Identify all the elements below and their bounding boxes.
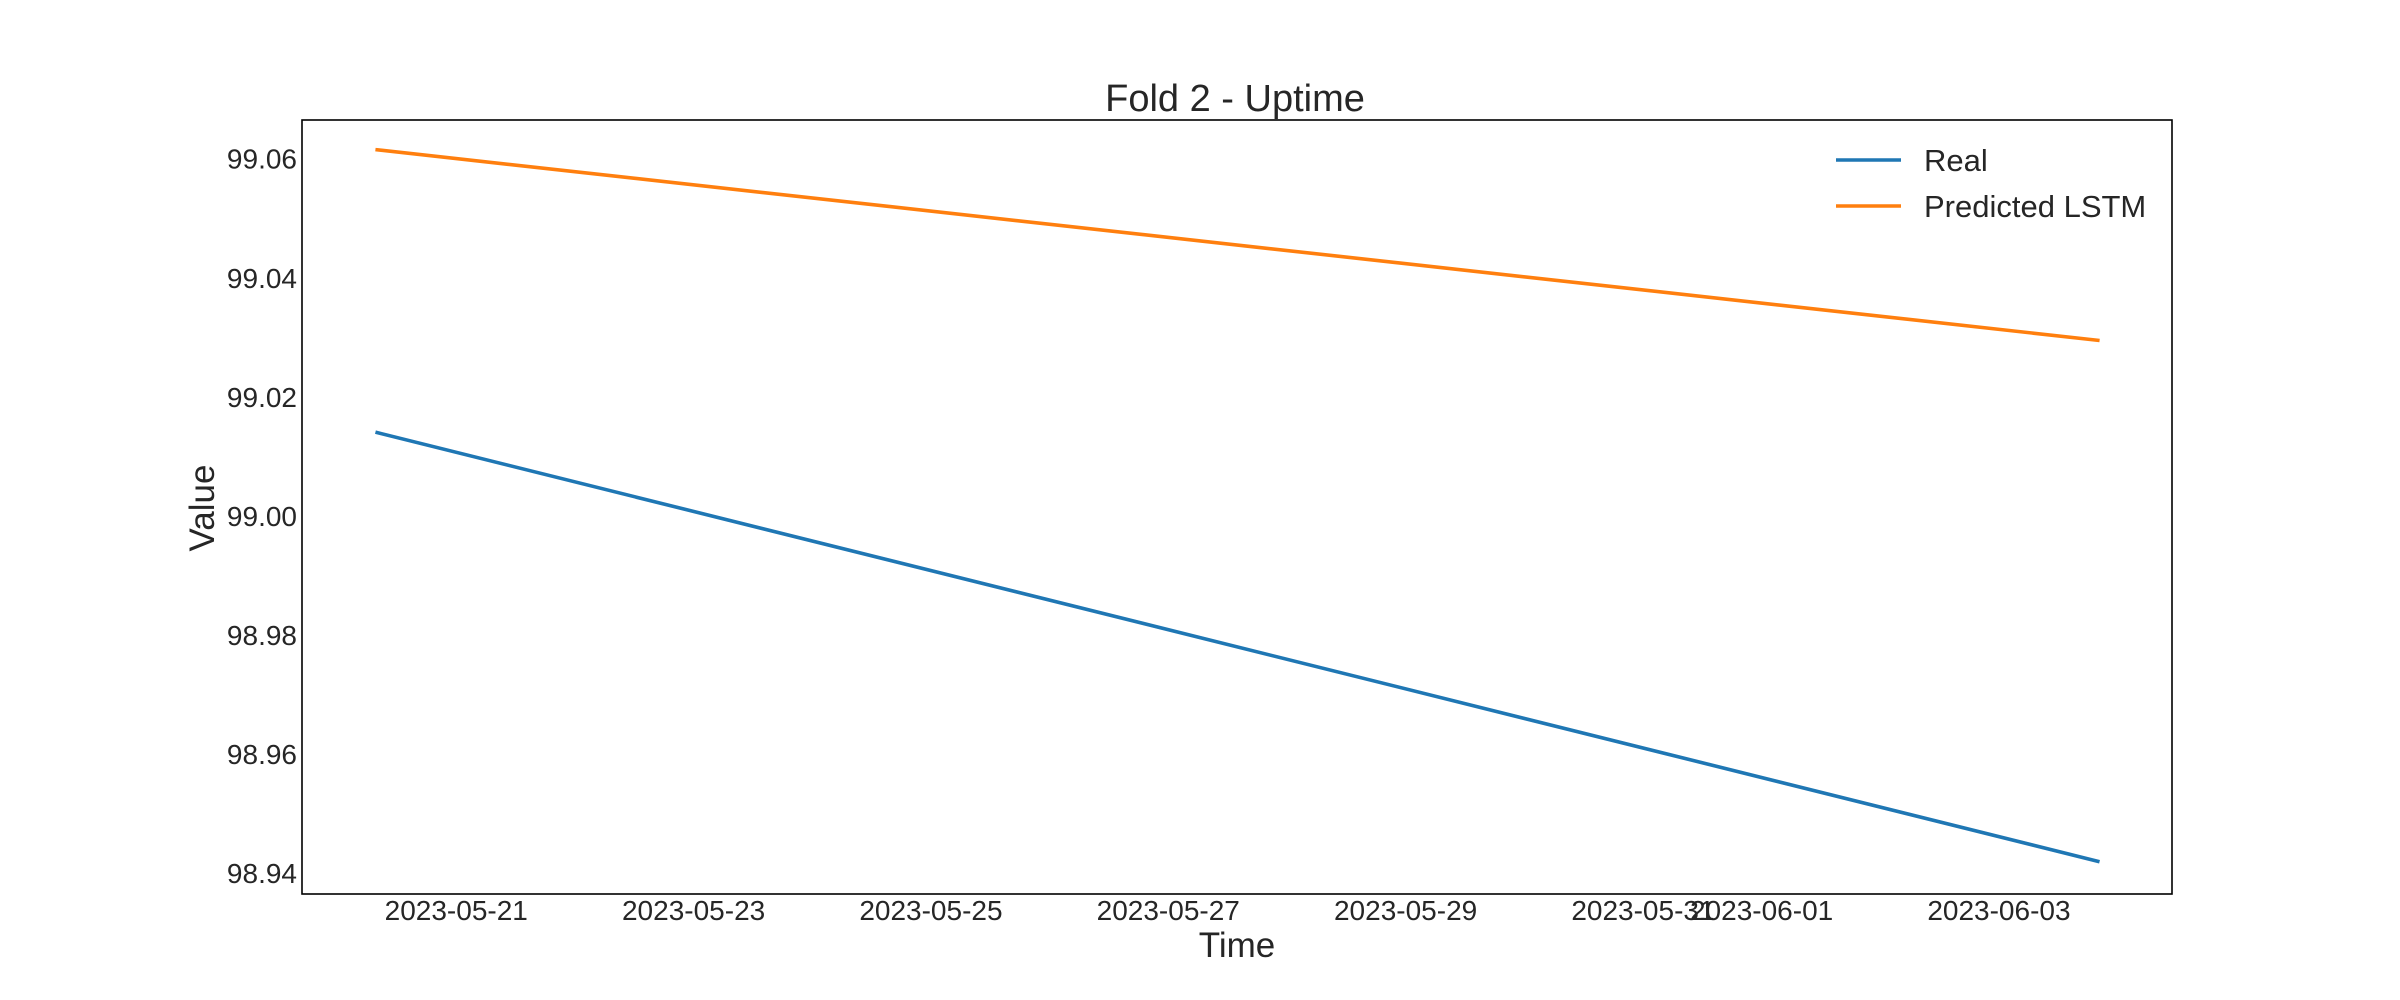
- y-tick-label: 98.96: [227, 739, 297, 770]
- series-line-real: [375, 430, 2100, 864]
- y-axis-ticks: 98.94 98.96 98.98 99.00 99.02 99.04 99.06: [227, 144, 297, 889]
- y-tick-label: 98.94: [227, 858, 297, 889]
- series-lines: [375, 147, 2100, 864]
- y-tick-label: 99.06: [227, 144, 297, 175]
- x-tick-label: 2023-06-01: [1690, 895, 1833, 926]
- x-axis-ticks: 2023-05-21 2023-05-23 2023-05-25 2023-05-27…: [385, 895, 2071, 926]
- y-tick-label: 99.00: [227, 501, 297, 532]
- y-tick-label: 98.98: [227, 620, 297, 651]
- legend: Real Predicted LSTM: [1836, 143, 2146, 224]
- y-axis-label: Value: [183, 465, 222, 552]
- x-axis-label: Time: [1199, 926, 1275, 965]
- x-tick-label: 2023-05-25: [859, 895, 1002, 926]
- series-line-predicted-lstm: [375, 147, 2100, 343]
- legend-label: Real: [1924, 143, 1988, 178]
- chart-title: Fold 2 - Uptime: [1105, 78, 1365, 120]
- x-tick-label: 2023-05-27: [1097, 895, 1240, 926]
- x-tick-label: 2023-05-21: [385, 895, 528, 926]
- x-tick-label: 2023-05-29: [1334, 895, 1477, 926]
- plot-frame: [301, 119, 2173, 895]
- x-tick-label: 2023-06-03: [1927, 895, 2070, 926]
- x-tick-label: 2023-05-23: [622, 895, 765, 926]
- x-tick-label: 2023-05-31: [1571, 895, 1714, 926]
- legend-label: Predicted LSTM: [1924, 189, 2146, 224]
- y-tick-label: 99.02: [227, 382, 297, 413]
- y-tick-label: 99.04: [227, 263, 297, 294]
